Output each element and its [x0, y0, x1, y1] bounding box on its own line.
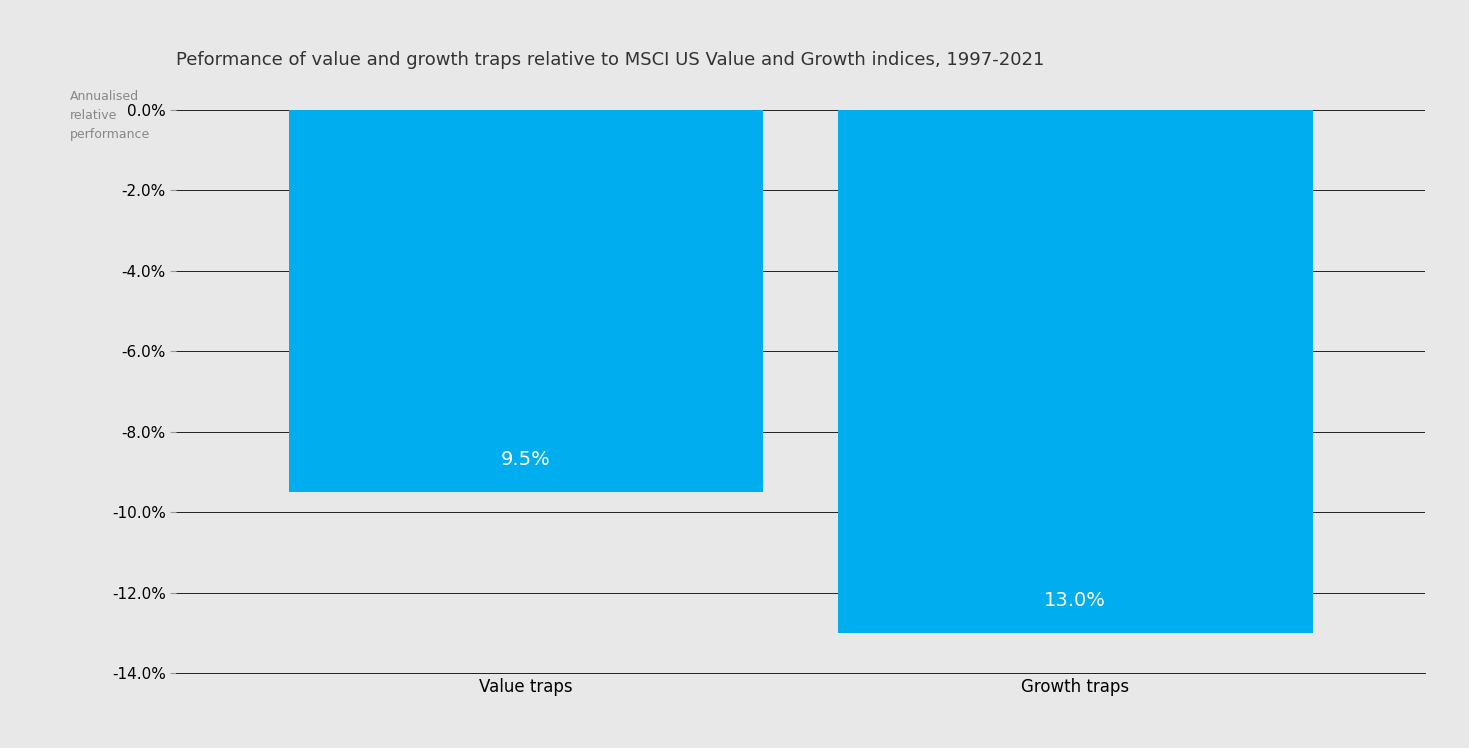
Bar	[289, 110, 764, 492]
Text: Peformance of value and growth traps relative to MSCI US Value and Growth indice: Peformance of value and growth traps rel…	[176, 51, 1044, 69]
Text: 13.0%: 13.0%	[1044, 591, 1106, 610]
Text: Annualised
relative
performance: Annualised relative performance	[71, 90, 150, 141]
Text: 9.5%: 9.5%	[501, 450, 551, 470]
Bar	[837, 110, 1313, 633]
